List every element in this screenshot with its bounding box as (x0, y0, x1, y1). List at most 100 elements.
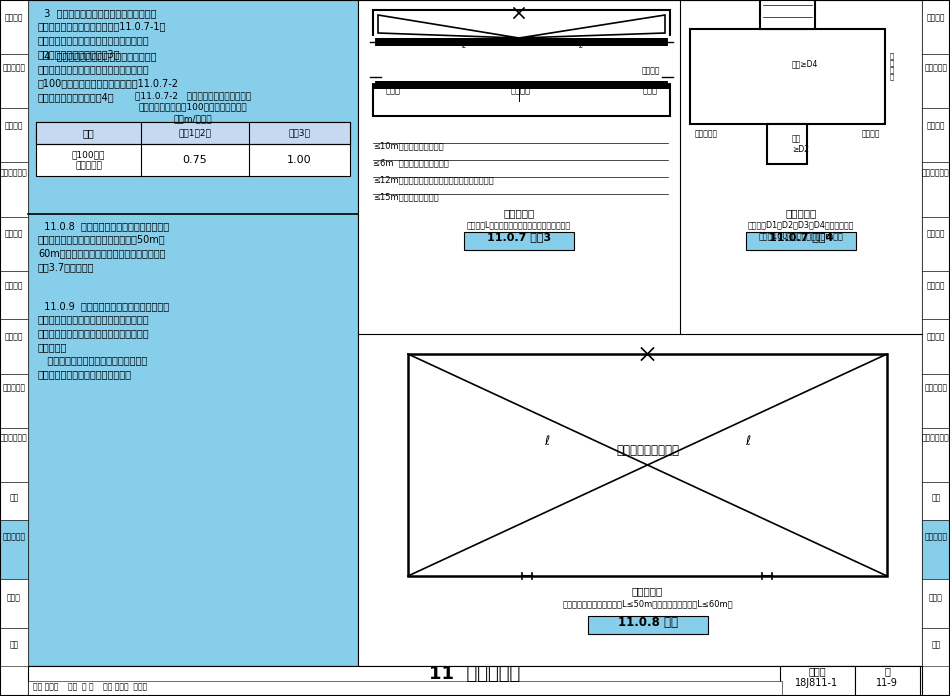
Text: 11.0.9  管道、电气线路敷设在墙体内或穿
过楼板、墙体时，应采取防火保护措施，与
墙体、楼板之间的缝隙应采用防火封堵材料
填塞密实。
   住宅建筑内厨房: 11.0.9 管道、电气线路敷设在墙体内或穿 过楼板、墙体时，应采取防火保护措施… (38, 301, 169, 379)
Text: 0.75: 0.75 (182, 155, 207, 165)
Bar (922, 374, 950, 428)
Text: 电气: 电气 (10, 494, 19, 503)
Text: 层数: 层数 (83, 128, 94, 138)
Bar (760, 0, 815, 29)
Bar (922, 482, 950, 520)
Bar (922, 216, 950, 271)
Text: 11.0.7 图示4: 11.0.7 图示4 (769, 232, 833, 242)
Text: 木结构建筑: 木结构建筑 (3, 532, 26, 541)
Text: 疏散走道: 疏散走道 (641, 67, 660, 75)
Text: 厂和仓房: 厂和仓房 (5, 121, 23, 130)
Bar (0, 428, 28, 482)
Text: 4  建筑内疏散走道、安全出口、疏散楼梯
和房间疏散门的净宽度，应根据疏散人数按
每100人的最小疏散净宽度不小于表11.0.7-2
的规定计算确定。【图示4】: 4 建筑内疏散走道、安全出口、疏散楼梯 和房间疏散门的净宽度，应根据疏散人数按 … (38, 51, 179, 102)
Bar (690, 29, 885, 124)
Text: 灭火设施: 灭火设施 (5, 333, 23, 342)
Text: 木结构建筑: 木结构建筑 (924, 532, 947, 541)
Text: 净宽
≥D2: 净宽 ≥D2 (792, 134, 809, 154)
Bar (746, 232, 856, 250)
Text: 地上1～2层: 地上1～2层 (179, 129, 212, 138)
Bar (373, 10, 670, 116)
Bar (0, 319, 28, 374)
Text: 安全出口: 安全出口 (862, 129, 880, 138)
Bar (587, 616, 708, 634)
Text: 地上3层: 地上3层 (289, 129, 311, 138)
Text: 消防的设置: 消防的设置 (924, 383, 947, 392)
Text: 编制说明: 编制说明 (927, 13, 945, 22)
Bar (0, 628, 28, 666)
Bar (373, 38, 670, 46)
Bar (36, 122, 350, 144)
Text: 附录: 附录 (931, 640, 940, 649)
Bar (0, 482, 28, 520)
Text: 疏散走道: 疏散走道 (511, 86, 531, 95)
Bar (855, 666, 920, 696)
Bar (922, 109, 950, 162)
Text: 供、暖、通风: 供、暖、通风 (0, 434, 28, 443)
Text: 消防的设置: 消防的设置 (3, 383, 26, 392)
Text: 编制说明: 编制说明 (5, 13, 23, 22)
Text: 灭火设施: 灭火设施 (927, 333, 945, 342)
Text: 【注释】D1、D2、D3、D4分别为各部位
相应每100人的疏散净宽度（m）。: 【注释】D1、D2、D3、D4分别为各部位 相应每100人的疏散净宽度（m）。 (748, 220, 854, 241)
Bar (0, 162, 28, 216)
Bar (0, 54, 28, 109)
Text: 民用建筑: 民用建筑 (5, 230, 23, 239)
Bar (0, 0, 28, 696)
Text: 每100人的
疏散净宽度: 每100人的 疏散净宽度 (72, 150, 105, 170)
Bar (922, 0, 950, 696)
Text: ℓ: ℓ (544, 435, 549, 448)
Bar (922, 628, 950, 666)
Text: 民用建筑: 民用建筑 (927, 230, 945, 239)
Bar (780, 666, 855, 696)
Bar (408, 354, 887, 576)
Text: 电气: 电气 (931, 494, 940, 503)
Bar (922, 54, 950, 109)
Text: 页: 页 (884, 666, 890, 676)
Bar (358, 0, 922, 666)
Text: ℓ: ℓ (578, 40, 582, 50)
Bar (922, 520, 950, 579)
Text: 11  木结构建筑: 11 木结构建筑 (429, 665, 521, 683)
Bar (922, 428, 950, 482)
Text: 城市道: 城市道 (929, 593, 943, 602)
Bar (28, 666, 922, 696)
Bar (922, 319, 950, 374)
Bar (28, 0, 358, 666)
Text: 11-9: 11-9 (876, 678, 898, 688)
Text: 三
防
类
等: 三 防 类 等 (890, 52, 894, 80)
Text: 平面示意图: 平面示意图 (504, 208, 535, 218)
Text: 疏散门: 疏散门 (642, 86, 657, 95)
Text: 总术特则号: 总术特则号 (3, 64, 26, 72)
Bar (464, 232, 574, 250)
Text: 供、暖、通风: 供、暖、通风 (922, 434, 950, 443)
Bar (0, 520, 28, 579)
Text: 城市道: 城市道 (7, 593, 21, 602)
Text: ≤10m（托儿所、幼儿园）: ≤10m（托儿所、幼儿园） (373, 141, 444, 150)
Text: 净宽≥D4: 净宽≥D4 (792, 59, 818, 68)
Text: 18J811-1: 18J811-1 (795, 678, 839, 688)
Text: 图集号: 图集号 (808, 666, 826, 676)
Bar (922, 579, 950, 628)
Text: ℓ: ℓ (461, 40, 466, 50)
Text: 附录: 附录 (10, 640, 19, 649)
Text: ℓ: ℓ (746, 435, 750, 448)
Text: 11.0.7 图示3: 11.0.7 图示3 (487, 232, 551, 242)
Bar (0, 109, 28, 162)
Text: 平面示意图: 平面示意图 (786, 208, 817, 218)
Bar (767, 124, 807, 164)
Bar (0, 374, 28, 428)
Text: 表11.0.7-2   疏散走道、安全出口、疏散
楼梯和房间疏散门每100人的最小疏散净宽
度（m/百人）: 表11.0.7-2 疏散走道、安全出口、疏散 楼梯和房间疏散门每100人的最小疏… (135, 91, 251, 124)
Text: 厂和仓房: 厂和仓房 (927, 121, 945, 130)
Bar (0, 216, 28, 271)
Bar (36, 122, 350, 176)
Bar (0, 271, 28, 319)
Text: 甚、乙类厂房: 甚、乙类厂房 (0, 168, 28, 177)
Bar (922, 271, 950, 319)
Text: 总术特则号: 总术特则号 (924, 64, 947, 72)
Text: 审核 蔡明靖    校对  林 萌    设计 李晓宁  参绘字: 审核 蔡明靖 校对 林 萌 设计 李晓宁 参绘字 (33, 682, 147, 691)
Bar (0, 579, 28, 628)
Text: 丁、戊类木结构厂房: 丁、戊类木结构厂房 (616, 443, 679, 457)
Text: 1.00: 1.00 (287, 155, 312, 165)
Text: 【注释】L为房间内任一点到疏散门的直线距离。: 【注释】L为房间内任一点到疏散门的直线距离。 (467, 220, 571, 229)
Text: 建筑构造: 建筑构造 (927, 281, 945, 290)
Text: 疏散门: 疏散门 (386, 86, 401, 95)
